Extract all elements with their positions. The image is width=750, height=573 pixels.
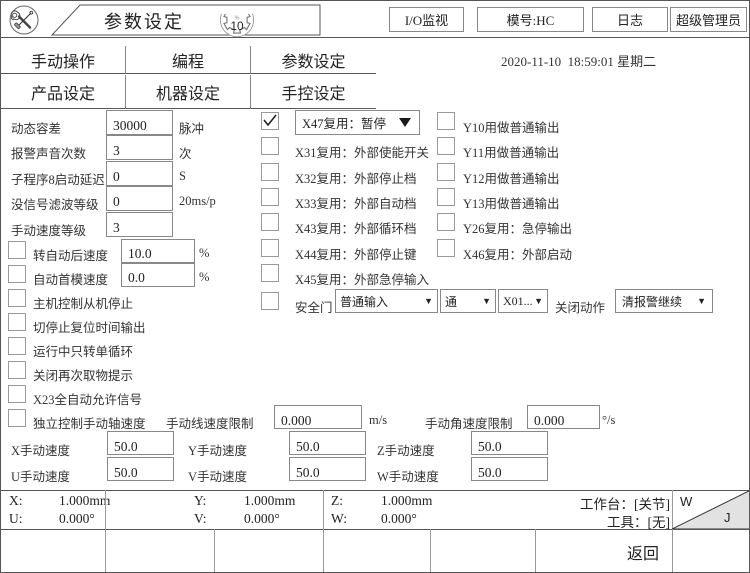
svg-text:J: J (724, 510, 731, 525)
svg-text:10: 10 (230, 19, 244, 33)
svg-text:W: W (680, 494, 693, 509)
